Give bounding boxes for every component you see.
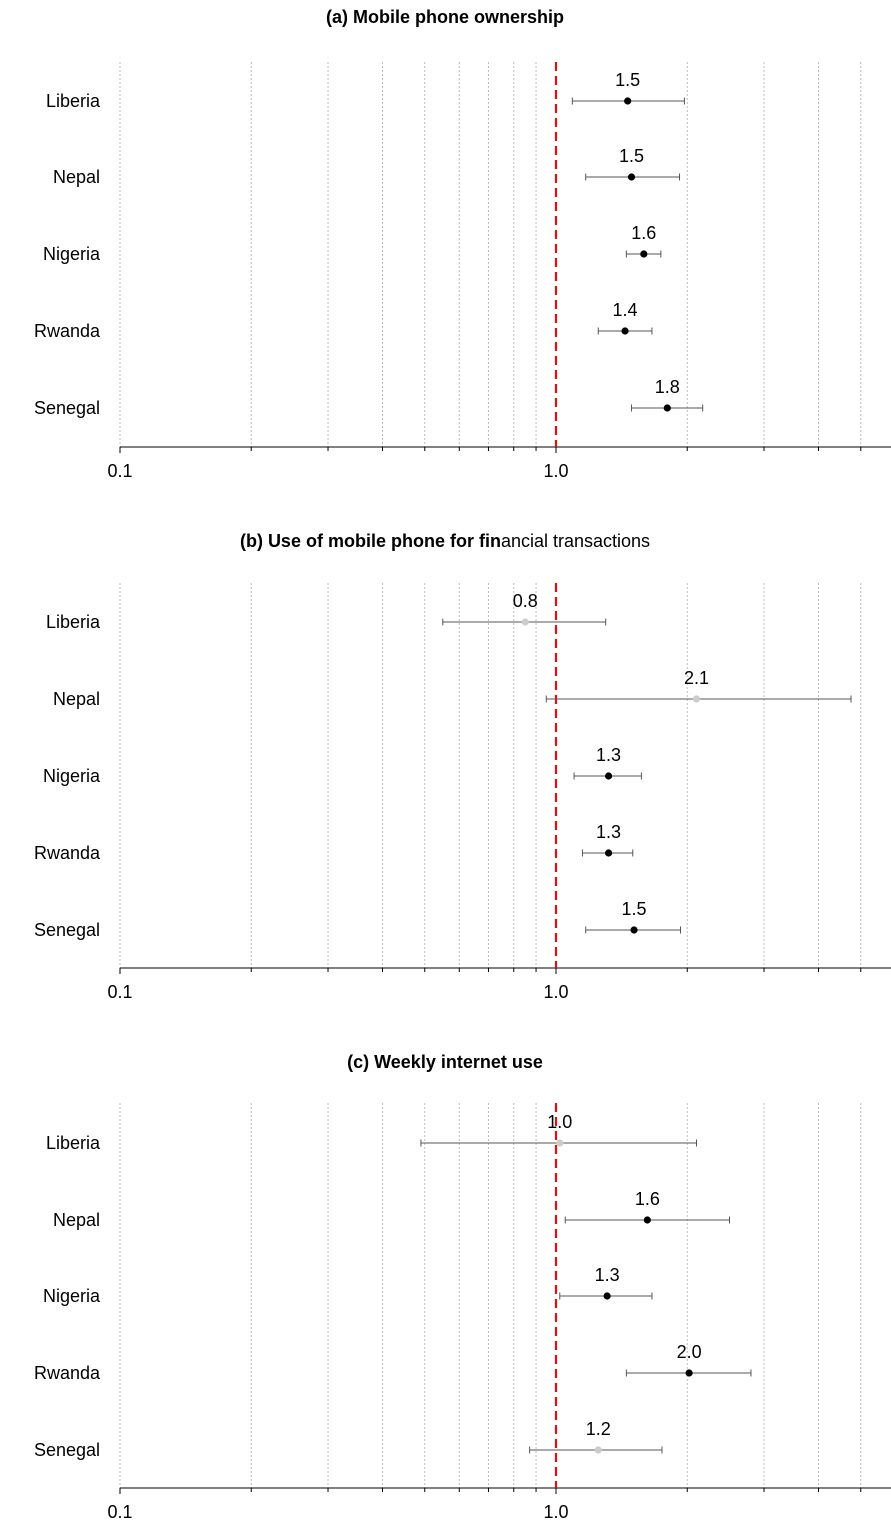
estimate-label: 0.8 — [513, 591, 538, 611]
estimate-point — [556, 1139, 564, 1147]
estimate-label: 1.6 — [635, 1189, 660, 1209]
x-tick-label: 1.0 — [543, 982, 568, 1002]
estimate-label: 1.8 — [655, 377, 680, 397]
row-senegal: Senegal 1.5 — [34, 899, 682, 940]
row-nepal: Nepal 2.1 — [53, 668, 852, 709]
x-tick-label: 0.1 — [107, 1502, 132, 1522]
estimate-point — [624, 97, 632, 105]
row-label: Nepal — [53, 1210, 100, 1230]
estimate-label: 1.4 — [613, 300, 638, 320]
x-tick-label: 1.0 — [543, 461, 568, 481]
row-label: Nigeria — [43, 1286, 101, 1306]
estimate-label: 1.3 — [595, 1265, 620, 1285]
estimate-label: 2.1 — [684, 668, 709, 688]
estimate-label: 1.0 — [547, 1112, 572, 1132]
estimate-point — [604, 849, 613, 857]
panel-title: (b) Use of mobile phone for financial tr… — [240, 531, 650, 551]
row-label: Nigeria — [43, 766, 101, 786]
row-label: Liberia — [46, 1133, 101, 1153]
row-label: Rwanda — [34, 843, 101, 863]
row-liberia: Liberia 1.0 — [46, 1112, 697, 1153]
panel-title-bold: (c) Weekly internet use — [347, 1052, 543, 1072]
row-rwanda: Rwanda 2.0 — [34, 1342, 752, 1383]
row-label: Senegal — [34, 920, 100, 940]
estimate-point — [604, 772, 613, 780]
estimate-label: 1.6 — [631, 223, 656, 243]
panel-c: (c) Weekly internet use 0.1 1.0 Liberia 1.0 N… — [34, 1052, 891, 1522]
panel-b: (b) Use of mobile phone for financial tr… — [34, 531, 891, 1002]
estimate-label: 1.3 — [596, 745, 621, 765]
estimate-point — [627, 173, 636, 181]
estimate-point — [621, 327, 629, 335]
estimate-label: 1.2 — [586, 1419, 611, 1439]
row-nepal: Nepal 1.5 — [53, 146, 681, 187]
row-nigeria: Nigeria 1.3 — [43, 745, 642, 786]
row-nigeria: Nigeria 1.3 — [43, 1265, 653, 1306]
estimate-point — [685, 1369, 693, 1377]
estimate-point — [603, 1292, 611, 1300]
row-nepal: Nepal 1.6 — [53, 1189, 731, 1230]
row-rwanda: Rwanda 1.3 — [34, 822, 634, 863]
row-label: Liberia — [46, 91, 101, 111]
x-tick-label: 0.1 — [107, 461, 132, 481]
estimate-point — [521, 618, 529, 626]
row-senegal: Senegal 1.2 — [34, 1419, 663, 1460]
estimate-label: 1.5 — [619, 146, 644, 166]
row-label: Liberia — [46, 612, 101, 632]
x-tick-label: 1.0 — [543, 1502, 568, 1522]
estimate-point — [663, 404, 671, 412]
row-label: Nepal — [53, 167, 100, 187]
row-liberia: Liberia 0.8 — [46, 591, 607, 632]
panel-title: (c) Weekly internet use — [347, 1052, 543, 1072]
row-label: Rwanda — [34, 321, 101, 341]
estimate-label: 2.0 — [677, 1342, 702, 1362]
estimate-point — [594, 1446, 602, 1454]
estimate-point — [630, 926, 638, 934]
estimate-label: 1.5 — [615, 70, 640, 90]
row-label: Senegal — [34, 1440, 100, 1460]
estimate-point — [640, 250, 648, 258]
estimate-label: 1.3 — [596, 822, 621, 842]
estimate-point — [643, 1216, 651, 1224]
row-label: Nepal — [53, 689, 100, 709]
panel-title-bold: (b) Use of mobile phone for fin — [240, 531, 501, 551]
panel-title-bold: (a) Mobile phone ownership — [326, 7, 564, 27]
row-nigeria: Nigeria 1.6 — [43, 223, 662, 264]
row-label: Rwanda — [34, 1363, 101, 1383]
panel-title-rest: ancial transactions — [501, 531, 650, 551]
estimate-point — [692, 695, 701, 703]
row-senegal: Senegal 1.8 — [34, 377, 704, 418]
row-label: Nigeria — [43, 244, 101, 264]
row-liberia: Liberia 1.5 — [46, 70, 685, 111]
panel-title: (a) Mobile phone ownership — [326, 7, 564, 27]
row-label: Senegal — [34, 398, 100, 418]
estimate-label: 1.5 — [622, 899, 647, 919]
x-tick-label: 0.1 — [107, 982, 132, 1002]
panel-a: (a) Mobile phone ownership 0.1 1.0 Liberia 1… — [34, 7, 891, 481]
row-rwanda: Rwanda 1.4 — [34, 300, 653, 341]
